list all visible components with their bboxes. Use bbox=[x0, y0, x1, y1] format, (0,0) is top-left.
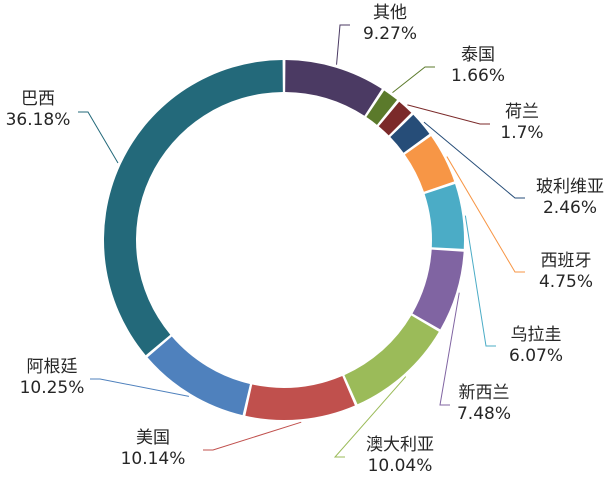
slice-value-label-6: 6.07% bbox=[509, 346, 563, 366]
slice-name-label-1: 其他 bbox=[373, 3, 407, 23]
slice-11 bbox=[103, 60, 283, 356]
slice-name-label-3: 荷兰 bbox=[505, 102, 539, 122]
slice-name-label-8: 澳大利亚 bbox=[366, 435, 434, 455]
slice-value-label-10: 10.25% bbox=[20, 378, 85, 398]
slice-name-label-7: 新西兰 bbox=[459, 383, 510, 403]
slice-value-label-2: 1.66% bbox=[451, 66, 505, 86]
leader-line-5 bbox=[446, 156, 525, 273]
leader-line-4 bbox=[423, 121, 525, 199]
slice-value-label-1: 9.27% bbox=[363, 24, 417, 44]
slice-name-label-9: 美国 bbox=[136, 428, 170, 448]
leader-line-1 bbox=[336, 24, 350, 65]
slice-6 bbox=[424, 184, 464, 249]
slice-3 bbox=[378, 101, 412, 136]
leader-lines bbox=[78, 24, 525, 458]
leader-line-7 bbox=[439, 292, 460, 406]
slice-2 bbox=[366, 90, 398, 125]
slice-value-label-8: 10.04% bbox=[368, 456, 433, 476]
slice-name-label-11: 巴西 bbox=[21, 89, 55, 109]
slice-value-label-9: 10.14% bbox=[121, 449, 186, 469]
slice-name-label-2: 泰国 bbox=[461, 45, 495, 65]
leader-line-9 bbox=[203, 421, 302, 451]
slice-8 bbox=[344, 315, 439, 405]
slice-value-label-3: 1.7% bbox=[500, 123, 543, 143]
slice-value-label-7: 7.48% bbox=[457, 404, 511, 424]
donut-slices bbox=[103, 60, 464, 420]
slice-7 bbox=[412, 249, 464, 330]
leader-line-2 bbox=[392, 66, 435, 94]
slice-5 bbox=[404, 136, 455, 192]
slice-value-label-5: 4.75% bbox=[539, 272, 593, 292]
slice-4 bbox=[390, 114, 430, 153]
slice-value-label-11: 36.18% bbox=[6, 110, 71, 130]
leader-line-8 bbox=[333, 376, 407, 458]
slice-name-label-5: 西班牙 bbox=[541, 251, 592, 271]
slice-1 bbox=[285, 60, 382, 116]
leader-line-11 bbox=[78, 111, 119, 164]
slice-10 bbox=[147, 336, 250, 416]
slice-9 bbox=[245, 376, 355, 420]
slice-value-label-4: 2.46% bbox=[543, 198, 597, 218]
leader-line-6 bbox=[464, 215, 496, 347]
slice-name-label-4: 玻利维亚 bbox=[536, 177, 604, 197]
leader-line-3 bbox=[407, 104, 490, 125]
slice-name-label-6: 乌拉圭 bbox=[511, 325, 562, 345]
slice-name-label-10: 阿根廷 bbox=[27, 357, 78, 377]
leader-line-10 bbox=[90, 378, 190, 397]
